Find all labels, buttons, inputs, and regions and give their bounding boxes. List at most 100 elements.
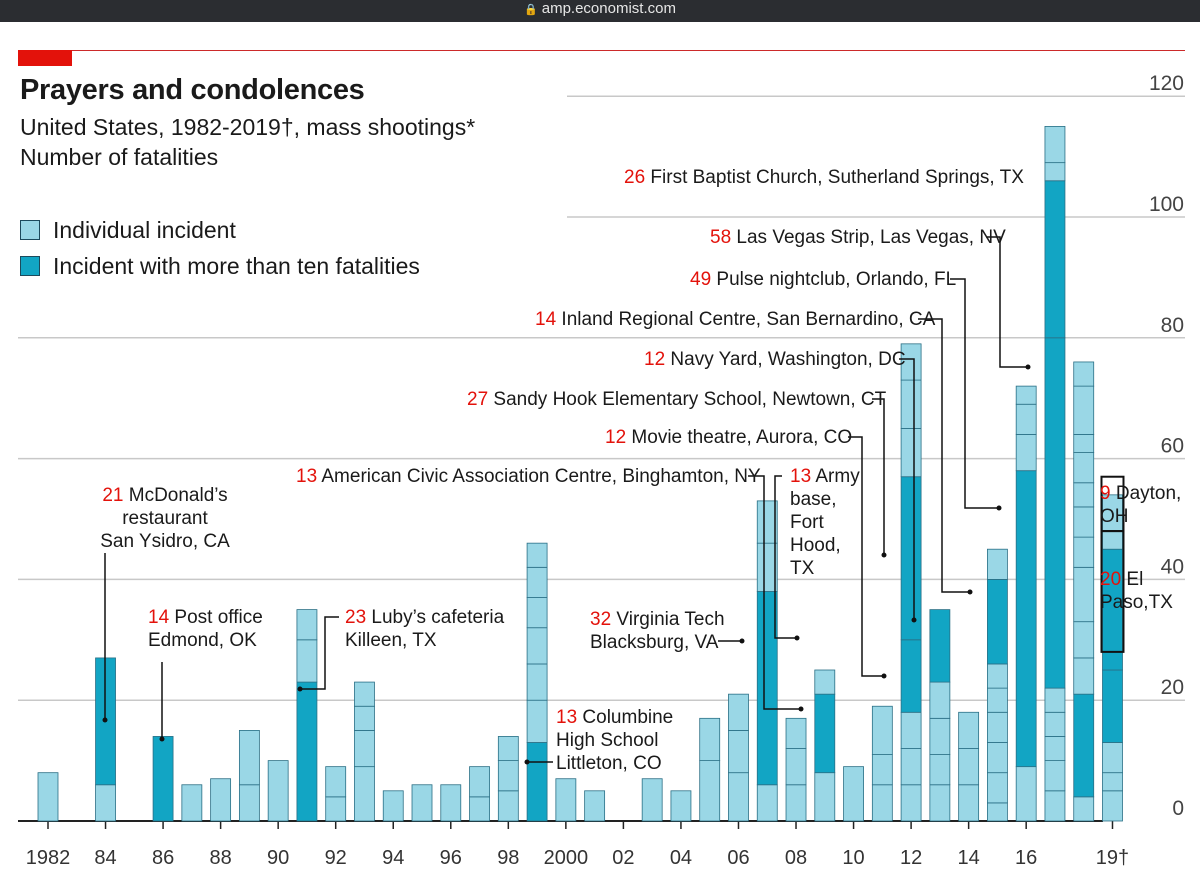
bar-segment-1982-0	[37, 772, 59, 822]
bar-segment-2012-0	[900, 784, 922, 822]
bar-segment-2016-3	[1015, 403, 1037, 435]
bar-segment-2017-5	[1044, 337, 1066, 689]
annotation-label-10: 14 Inland Regional Centre, San Bernardin…	[535, 309, 936, 330]
x-tick-label-1984: 84	[94, 847, 116, 869]
bar-segment-2017-8	[1044, 126, 1066, 164]
annotation-line-4-0: Virginia Tech	[611, 609, 724, 630]
bar-segment-1998-1	[497, 760, 519, 792]
y-tick-label-120: 120	[1149, 72, 1184, 95]
annotation-line-14-1: OH	[1100, 506, 1129, 527]
annotation-leader-10	[918, 318, 970, 593]
bar-segment-1999-2	[526, 663, 548, 701]
browser-address-bar[interactable]: 🔒 amp.economist.com	[0, 0, 1200, 22]
bar-segment-2017-6	[1044, 180, 1066, 339]
bar-segment-2014-1	[958, 748, 980, 786]
annotation-number-15: 20	[1100, 569, 1121, 590]
annotation-line-15-1: Paso,TX	[1100, 592, 1173, 613]
subtitle-line-2: Number of fatalities	[20, 144, 219, 170]
bar-segment-1991-2	[296, 609, 318, 641]
bar-segment-2003-0	[641, 778, 663, 822]
bar-segment-1994-0	[382, 790, 404, 822]
bar-segment-1992-1	[325, 766, 347, 798]
annotation-dot-2	[297, 686, 303, 692]
bar-segment-2011-1	[871, 754, 893, 786]
annotation-leader-9	[899, 358, 915, 620]
bar-segment-2012-1	[900, 748, 922, 786]
annotation-line-8-0: Sandy Hook Elementary School, Newtown, C…	[488, 389, 887, 410]
annotation-leader-6	[774, 475, 797, 639]
y-tick-label-40: 40	[1161, 555, 1184, 578]
bar-segment-1989-0	[238, 784, 260, 822]
annotation-line-13-0: First Baptist Church, Sutherland Springs…	[645, 167, 1024, 188]
bar-segment-2018-1	[1073, 693, 1095, 798]
bar-segment-2018-0	[1073, 796, 1095, 822]
bar-segment-2009-1	[814, 693, 836, 774]
bar-segment-2019-3	[1102, 669, 1123, 743]
bar-segment-2015-3	[987, 711, 1008, 743]
x-tick-label-2019: 19†	[1096, 847, 1129, 869]
legend-label-over-ten: Incident with more than ten fatalities	[53, 252, 420, 279]
bar-segment-2004-0	[670, 790, 692, 822]
bar-segment-2013-2	[929, 717, 951, 755]
annotation-number-0: 21	[102, 485, 123, 506]
bar-segment-2018-3	[1073, 621, 1095, 659]
x-tick-label-2012: 12	[900, 847, 922, 869]
bar-segment-2010-0	[843, 766, 864, 822]
url-text: amp.economist.com	[541, 0, 676, 17]
bar-segment-1999-4	[526, 597, 548, 629]
header-rule	[18, 50, 1185, 51]
annotation-number-7: 12	[605, 427, 626, 448]
bar-segment-2012-2	[900, 711, 922, 749]
bar-segment-2008-0	[785, 784, 807, 822]
legend-item-over-ten: Incident with more than ten fatalities	[20, 248, 420, 284]
annotation-label-1: 14 Post office Edmond, OK	[148, 607, 263, 651]
bar-segment-1999-0	[526, 742, 548, 822]
bar-segment-1993-0	[354, 766, 375, 822]
annotation-dot-7	[881, 673, 887, 679]
bar-segment-2015-2	[987, 742, 1008, 774]
annotation-leader-8	[872, 398, 885, 555]
annotation-line-6-2: Fort	[790, 512, 825, 533]
annotation-line-3-2: Littleton, CO	[556, 753, 662, 774]
bar-segment-2013-1	[929, 754, 951, 786]
bar-segment-1993-3	[354, 681, 375, 707]
bar-segment-2017-1	[1044, 760, 1066, 792]
annotation-line-0-0: McDonald’s	[123, 485, 227, 506]
annotation-line-6-4: TX	[790, 558, 815, 579]
bar-segment-2018-5	[1073, 536, 1095, 568]
x-tick-label-1996: 96	[440, 847, 462, 869]
annotation-dot-12	[1025, 364, 1031, 370]
bar-segment-1997-0	[469, 796, 490, 822]
annotation-number-8: 27	[467, 389, 488, 410]
annotation-line-0-2: San Ysidro, CA	[100, 531, 230, 552]
x-tick-label-1990: 90	[267, 847, 289, 869]
annotation-number-5: 13	[296, 466, 317, 487]
bar-segment-1993-1	[354, 730, 375, 768]
bar-segment-2009-2	[814, 669, 836, 695]
annotation-line-3-0: Columbine	[577, 707, 673, 728]
annotation-number-12: 58	[710, 227, 731, 248]
bar-segment-2015-0	[987, 802, 1008, 822]
x-tick-label-2008: 08	[785, 847, 807, 869]
bar-segment-2005-0	[699, 760, 721, 822]
bar-segment-2019-0	[1102, 790, 1123, 822]
bar-segment-2016-2	[1015, 434, 1037, 472]
bar-segment-2018-8	[1073, 452, 1095, 484]
bar-segment-2018-10	[1073, 385, 1095, 435]
annotation-dot-1	[159, 736, 165, 742]
x-tick-label-1988: 88	[209, 847, 231, 869]
bar-segment-2017-3	[1044, 711, 1066, 737]
annotation-line-11-0: Pulse nightclub, Orlando, FL	[711, 269, 956, 290]
annotation-leader-7	[848, 436, 884, 677]
bar-segment-2018-4	[1073, 566, 1095, 623]
annotation-number-4: 32	[590, 609, 611, 630]
annotation-label-2: 23 Luby’s cafeteria Killeen, TX	[345, 607, 505, 651]
bar-segment-1993-2	[354, 705, 375, 731]
bar-segment-2017-4	[1044, 687, 1066, 713]
bar-segment-1995-0	[411, 784, 433, 822]
chart-title: Prayers and condolences	[20, 74, 365, 106]
bar-segment-1984-0	[95, 784, 116, 822]
bar-segment-2016-4	[1015, 385, 1037, 405]
legend-item-individual: Individual incident	[20, 212, 420, 248]
annotation-dot-8	[881, 552, 887, 558]
